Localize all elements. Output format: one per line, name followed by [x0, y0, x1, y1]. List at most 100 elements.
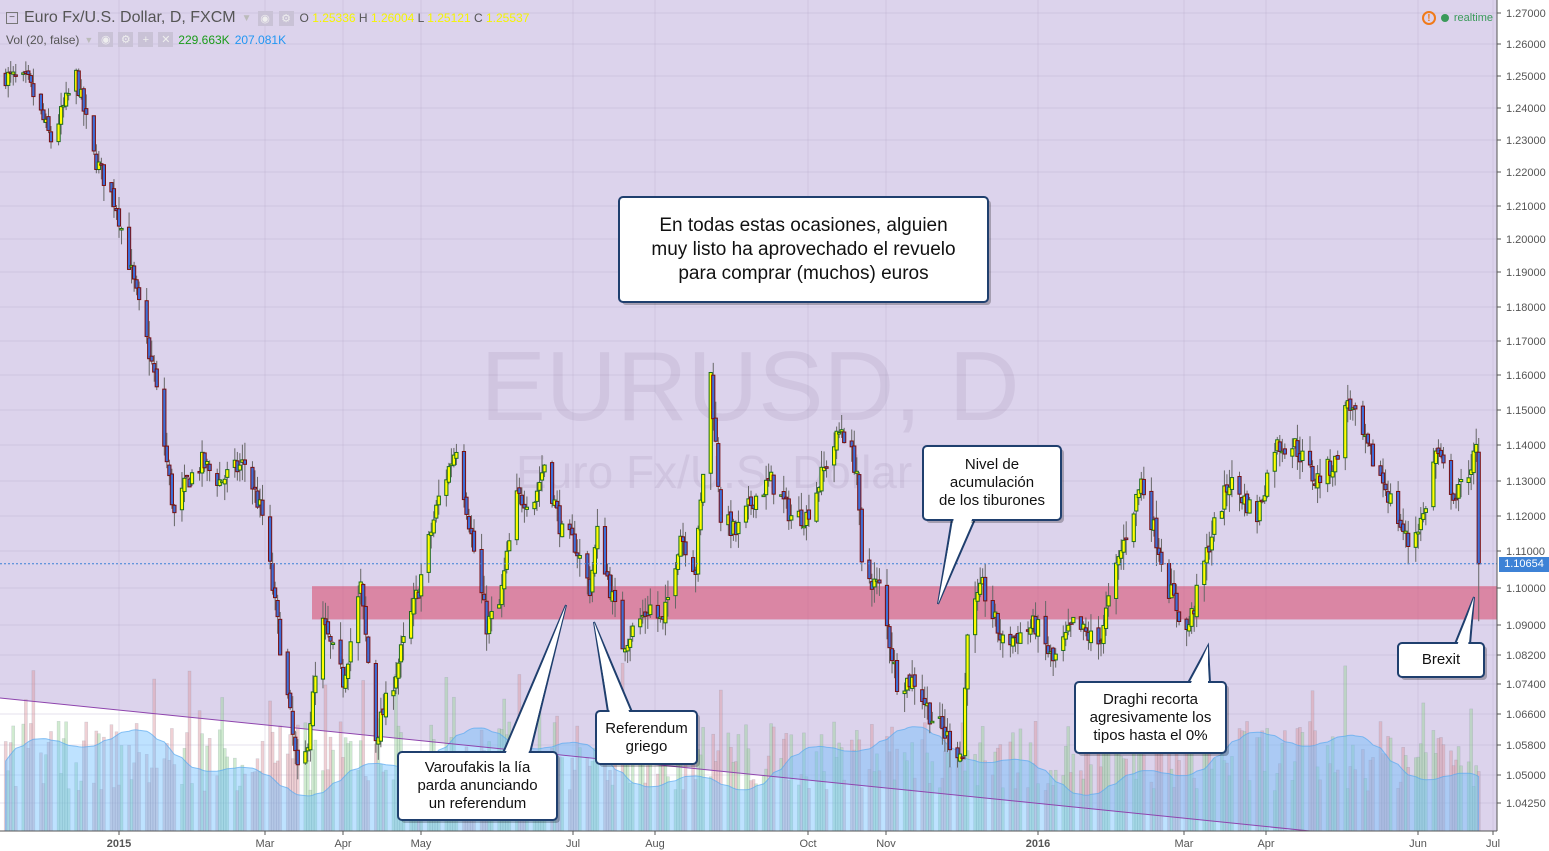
candle — [366, 635, 371, 664]
price-tick-label: 1.23000 — [1506, 135, 1546, 147]
candle — [832, 432, 837, 483]
candle — [824, 460, 829, 478]
callout-main-box — [618, 196, 991, 305]
time-axis[interactable]: 2015 Mar Apr May Jul Aug Oct Nov 2016 Mar Apr Jun Ju… — [107, 831, 1500, 850]
candle — [975, 578, 980, 611]
time-tick-label: 2016 — [1026, 838, 1050, 850]
volume-indicator-title[interactable]: Vol (20, false) — [6, 32, 80, 47]
candle — [995, 612, 1000, 643]
candle — [806, 494, 812, 527]
plus-icon[interactable]: + — [138, 32, 154, 47]
gear-icon[interactable]: ⚙ — [118, 32, 134, 47]
candle — [1103, 591, 1109, 636]
candle — [678, 529, 683, 557]
candle — [680, 522, 686, 557]
time-tick-label: Mar — [1175, 838, 1194, 850]
candle — [38, 93, 44, 115]
candle — [1222, 470, 1227, 526]
candle — [1466, 460, 1471, 495]
candle — [1272, 442, 1277, 488]
candle — [134, 275, 139, 296]
candle — [479, 533, 484, 604]
candle — [1028, 619, 1033, 643]
candle — [398, 635, 404, 678]
candle — [1265, 469, 1270, 499]
candle — [764, 465, 769, 510]
candle — [625, 638, 630, 663]
candle — [1476, 438, 1481, 622]
candle — [325, 605, 331, 638]
candle — [1441, 447, 1446, 469]
candle — [1116, 550, 1121, 580]
price-tick-label: 1.16000 — [1506, 370, 1546, 382]
candle — [648, 588, 653, 618]
symbol-title[interactable]: Euro Fx/U.S. Dollar, D, FXCM — [24, 9, 236, 26]
chevron-down-icon[interactable]: ▼ — [241, 12, 252, 24]
eye-icon[interactable]: ◉ — [98, 32, 114, 47]
time-tick-label: Nov — [876, 838, 896, 850]
candle — [595, 508, 600, 559]
candle — [1121, 524, 1126, 570]
warning-icon[interactable]: ! — [1421, 11, 1436, 25]
candle — [1328, 449, 1333, 485]
candle — [585, 550, 590, 595]
candle — [748, 490, 754, 515]
candle — [1383, 469, 1388, 496]
gear-icon[interactable]: ⚙ — [278, 10, 294, 26]
candle — [1310, 460, 1315, 490]
candle — [252, 470, 258, 503]
eye-icon[interactable]: ◉ — [257, 10, 273, 26]
candle — [184, 474, 190, 479]
candle — [1330, 465, 1335, 487]
candle — [786, 490, 791, 530]
candle — [1176, 611, 1182, 626]
price-tick-label: 1.19000 — [1506, 267, 1546, 279]
candle — [718, 486, 723, 532]
candle — [147, 321, 152, 376]
candle — [683, 531, 688, 567]
candle — [962, 672, 968, 760]
candle — [431, 511, 436, 538]
candle — [1453, 484, 1459, 509]
candles — [3, 61, 1481, 780]
candle — [821, 451, 827, 482]
candle — [1348, 390, 1353, 420]
price-tick-label: 1.11000 — [1506, 546, 1545, 558]
candle — [338, 622, 343, 670]
candle — [1106, 583, 1111, 617]
candle — [111, 179, 117, 218]
candle — [482, 575, 487, 601]
chevron-down-icon[interactable]: ▼ — [84, 34, 94, 45]
candle — [1290, 438, 1295, 469]
accumulation-zone[interactable] — [312, 586, 1497, 620]
candle — [1282, 443, 1287, 459]
candle — [363, 596, 368, 642]
close-icon[interactable]: ✕ — [158, 32, 174, 47]
candle — [655, 591, 660, 632]
price-axis[interactable]: 1.27000 1.26000 1.25000 1.24000 1.23000 1.220… — [1497, 8, 1546, 810]
candle — [1068, 621, 1073, 637]
volume-value: 229.663K — [178, 32, 230, 47]
candle — [1081, 621, 1086, 641]
candle — [1219, 510, 1224, 519]
candle — [572, 520, 577, 554]
collapse-icon[interactable]: − — [6, 12, 18, 24]
candle — [411, 582, 416, 627]
candle — [507, 533, 512, 552]
candle — [293, 730, 298, 765]
candle — [356, 585, 361, 661]
candle — [396, 658, 401, 695]
candle — [557, 489, 562, 548]
candle — [11, 66, 16, 86]
candle — [607, 566, 613, 601]
candle — [947, 723, 953, 768]
candle — [781, 475, 786, 514]
candle — [303, 740, 308, 765]
candle — [205, 458, 210, 482]
candle — [1096, 616, 1101, 660]
candle — [716, 437, 721, 493]
callout-draghi: Draghi recorta agresivamente los tipos has… — [1089, 690, 1212, 744]
candle — [539, 455, 545, 492]
candle — [814, 481, 819, 523]
